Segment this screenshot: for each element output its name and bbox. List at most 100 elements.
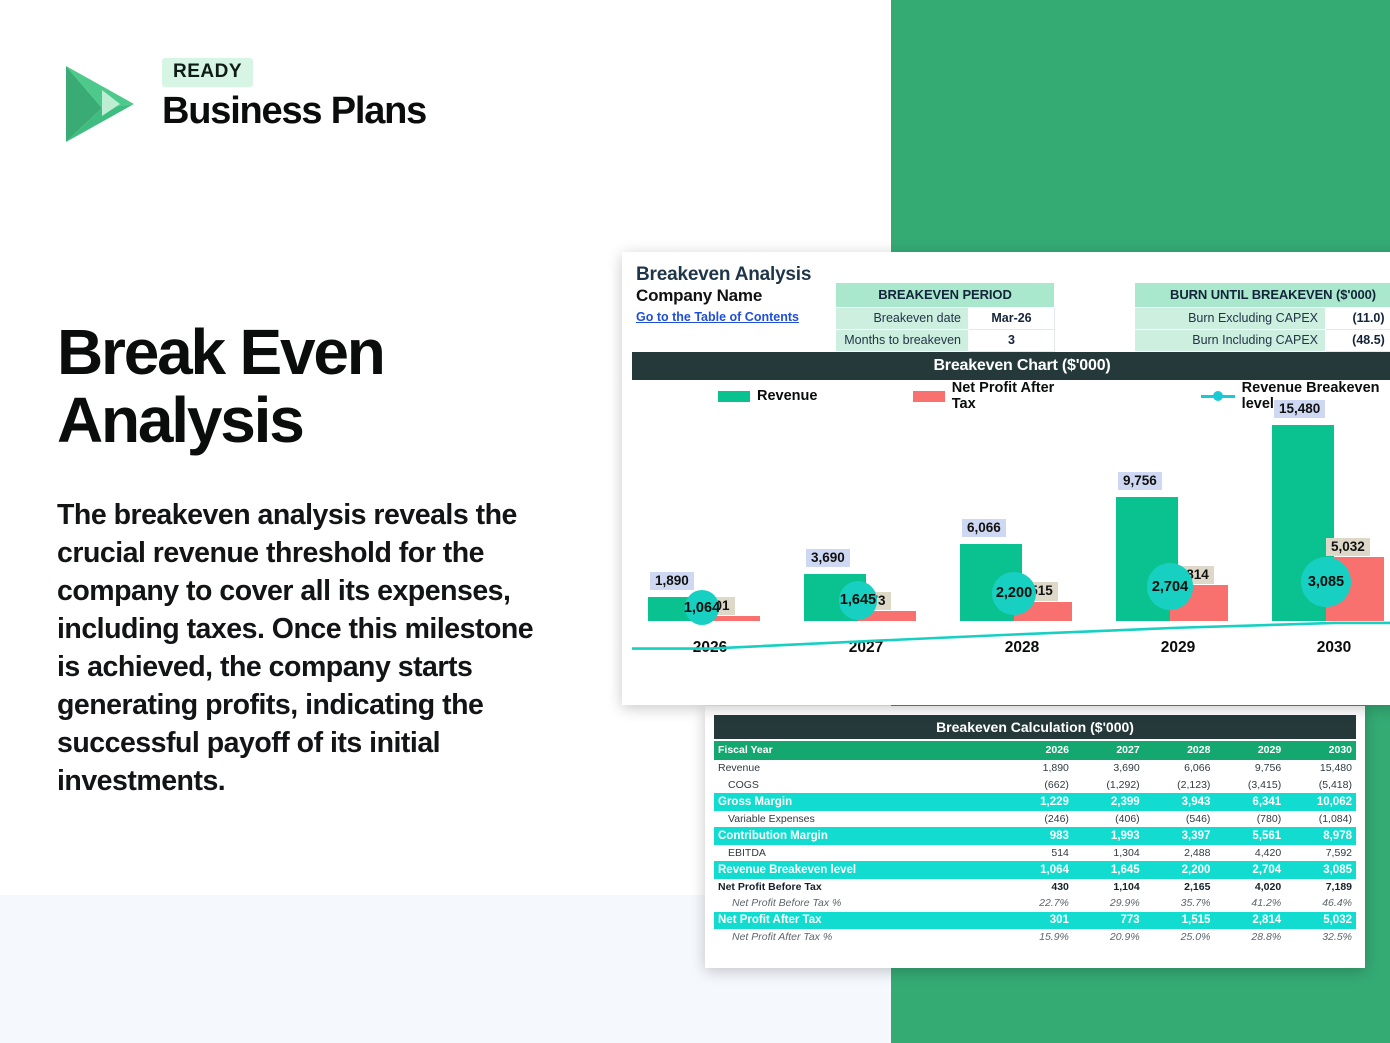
row-value: 2,488 xyxy=(1184,846,1211,859)
row-value: 1,304 xyxy=(1113,846,1140,859)
row-value: 301 xyxy=(1049,914,1069,926)
row-value: (1,084) xyxy=(1318,812,1352,825)
data-label-net-profit-after-tax: 5,032 xyxy=(1326,537,1370,557)
breakeven-level-marker[interactable]: 3,085 xyxy=(1301,557,1351,607)
row-value: 22.7% xyxy=(1039,897,1069,909)
calculation-table-title: Breakeven Calculation ($'000) xyxy=(714,715,1356,739)
row-value: (2,123) xyxy=(1177,778,1211,791)
burn-excluding-capex-label: Burn Excluding CAPEX xyxy=(1134,307,1326,330)
burn-including-capex-value[interactable]: (48.5) xyxy=(1325,329,1390,352)
brand-wordmark: READY Business Plans xyxy=(162,58,427,132)
sheet-company-name: Company Name xyxy=(636,286,763,306)
row-value: (662) xyxy=(1044,778,1069,791)
row-label: Gross Margin xyxy=(718,795,793,808)
table-body: Revenue 1,890 3,690 6,066 9,756 15,480 COGS (66… xyxy=(714,760,1356,946)
column-header-2028: 2028 xyxy=(1187,744,1211,756)
breakeven-level-marker[interactable]: 2,704 xyxy=(1146,563,1194,611)
table-row: Revenue Breakeven level 1,064 1,645 2,200 2,… xyxy=(714,861,1356,879)
row-value: (1,292) xyxy=(1106,778,1140,791)
chart-bar-group: 9,756 2,814 2,704 2029 xyxy=(1108,412,1248,656)
breakeven-date-value[interactable]: Mar-26 xyxy=(968,307,1055,330)
brand-logo[interactable]: READY Business Plans xyxy=(58,58,438,150)
row-value: 1,993 xyxy=(1110,829,1140,842)
table-row: EBITDA 514 1,304 2,488 4,420 7,592 xyxy=(714,845,1356,862)
data-label-revenue: 15,480 xyxy=(1274,399,1326,418)
table-row: Contribution Margin 983 1,993 3,397 5,561 8,9… xyxy=(714,827,1356,845)
legend-item-revenue-breakeven-level[interactable]: Revenue Breakeven level xyxy=(1201,380,1390,412)
chart-legend: Revenue Net Profit After Tax Revenue Bre… xyxy=(632,380,1390,412)
row-value: 5,032 xyxy=(1323,914,1352,926)
row-value: (780) xyxy=(1256,812,1282,825)
column-header-2027: 2027 xyxy=(1116,744,1140,756)
data-label-revenue: 3,690 xyxy=(806,548,850,568)
row-value: 3,085 xyxy=(1323,863,1352,876)
table-row: Net Profit After Tax 301 773 1,515 2,814 5,03… xyxy=(714,911,1356,929)
page-title: Break Even Analysis xyxy=(57,316,386,457)
data-label-revenue: 6,066 xyxy=(962,518,1006,538)
row-value: 2,704 xyxy=(1252,863,1282,876)
revenue-breakeven-level-line xyxy=(632,621,1390,650)
table-row: COGS (662) (1,292) (2,123) (3,415) (5,418) xyxy=(714,777,1356,794)
breakeven-level-marker[interactable]: 1,064 xyxy=(684,590,720,625)
row-label: Contribution Margin xyxy=(718,829,828,842)
row-value: 2,399 xyxy=(1110,795,1140,808)
row-value: 5,561 xyxy=(1252,829,1282,842)
breakeven-period-table: BREAKEVEN PERIOD Breakeven date Mar-26 M… xyxy=(835,282,1055,352)
row-value: (246) xyxy=(1044,812,1069,825)
x-axis-label: 2029 xyxy=(1160,639,1196,656)
row-value: 1,645 xyxy=(1110,863,1140,876)
bar-net-profit-after-tax[interactable] xyxy=(702,616,760,621)
legend-swatch-revenue-icon xyxy=(718,390,750,402)
burn-until-breakeven-table: BURN UNTIL BREAKEVEN ($'000) Burn Exclud… xyxy=(1134,282,1390,352)
row-value: 1,890 xyxy=(1042,762,1069,774)
row-value: 46.4% xyxy=(1322,897,1352,909)
row-value: (546) xyxy=(1185,812,1211,825)
row-value: 8,978 xyxy=(1323,829,1352,842)
row-value: 3,397 xyxy=(1181,829,1211,842)
row-label: Variable Expenses xyxy=(728,812,815,825)
row-value: 7,592 xyxy=(1325,846,1352,859)
breakeven-level-marker[interactable]: 1,645 xyxy=(838,580,878,620)
brand-name: Business Plans xyxy=(162,90,427,132)
table-header-row: Fiscal Year 2026 2027 2028 2029 2030 xyxy=(714,741,1356,760)
row-value: 10,062 xyxy=(1316,795,1352,808)
row-value: (406) xyxy=(1115,812,1140,825)
legend-label-npat: Net Profit After Tax xyxy=(951,380,1055,412)
row-value: 514 xyxy=(1051,846,1069,859)
breakeven-period-header: BREAKEVEN PERIOD xyxy=(835,282,1055,308)
legend-swatch-npat-icon xyxy=(913,390,945,402)
table-row: Net Profit Before Tax 430 1,104 2,165 4,020 7… xyxy=(714,879,1356,896)
row-value: 4,020 xyxy=(1254,880,1282,893)
bar-net-profit-after-tax[interactable] xyxy=(858,611,916,621)
legend-item-net-profit-after-tax[interactable]: Net Profit After Tax xyxy=(913,380,1079,412)
legend-item-revenue[interactable]: Revenue xyxy=(718,388,817,404)
row-value: (3,415) xyxy=(1247,778,1282,791)
row-value: 7,189 xyxy=(1325,880,1352,893)
row-label: Net Profit Before Tax xyxy=(718,880,822,893)
column-header-2030: 2030 xyxy=(1328,744,1352,756)
row-value: 2,814 xyxy=(1252,914,1282,926)
row-value: 15,480 xyxy=(1319,762,1352,774)
row-value: 35.7% xyxy=(1180,897,1211,909)
data-label-revenue: 1,890 xyxy=(650,571,694,591)
row-value: 2,165 xyxy=(1184,880,1211,893)
burn-header: BURN UNTIL BREAKEVEN ($'000) xyxy=(1134,282,1390,308)
months-to-breakeven-value[interactable]: 3 xyxy=(968,329,1055,352)
row-value: 773 xyxy=(1120,914,1140,926)
table-row: Gross Margin 1,229 2,399 3,943 6,341 10,062 xyxy=(714,793,1356,811)
play-triangle-logo-icon xyxy=(66,66,134,142)
chart-bar-group: 6,066 1,515 2,200 2028 xyxy=(952,412,1092,656)
burn-excluding-capex-value[interactable]: (11.0) xyxy=(1325,307,1390,330)
breakeven-level-marker[interactable]: 2,200 xyxy=(992,571,1036,615)
row-value: 6,341 xyxy=(1252,795,1282,808)
row-value: (5,418) xyxy=(1318,778,1352,791)
table-of-contents-link[interactable]: Go to the Table of Contents xyxy=(636,310,799,325)
months-to-breakeven-label: Months to breakeven xyxy=(835,329,969,352)
x-axis-label: 2028 xyxy=(1004,639,1040,656)
row-value: 1,104 xyxy=(1113,880,1140,893)
table-row: Revenue 1,890 3,690 6,066 9,756 15,480 xyxy=(714,760,1356,777)
